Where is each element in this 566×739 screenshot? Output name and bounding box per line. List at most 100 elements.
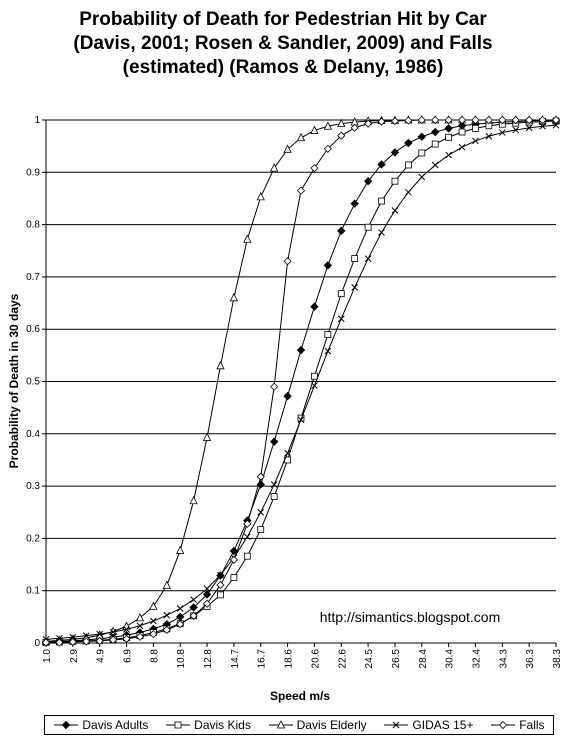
legend-label: Falls [519,718,545,732]
data-point [351,255,359,262]
data-point [431,115,440,125]
data-point [95,636,104,645]
data-point [243,234,252,243]
data-point [538,115,547,125]
data-point [391,207,399,214]
series [41,115,561,645]
data-point [69,633,77,641]
data-point [229,555,238,564]
data-point [202,432,212,441]
data-point [297,414,305,422]
data-point [135,613,145,622]
data-point [337,118,346,128]
axes [42,119,557,647]
legend-swatch [491,720,516,730]
legend-swatch [384,721,409,729]
data-point [498,115,507,125]
data-point [418,149,426,157]
data-point [471,115,480,125]
data-point [364,255,372,262]
series-lines [41,115,561,647]
series [42,121,560,643]
data-point [444,115,453,125]
data-point [229,292,239,302]
series [41,115,561,647]
data-point [404,116,413,125]
data-point [444,124,453,133]
data-point [270,163,279,172]
data-point [323,261,333,270]
legend-item: GIDAS 15+ [383,718,473,732]
x-tick-label: 12.8 [203,649,214,669]
data-point [176,612,185,622]
x-axis-title: Speed m/s [270,689,330,703]
data-point [351,284,359,291]
data-point [243,533,251,541]
legend-label: Davis Elderly [296,718,367,732]
data-point [512,126,520,134]
data-point [417,132,426,141]
data-point [296,345,306,355]
data-point [256,191,265,201]
data-point [311,382,318,390]
data-point [377,160,386,169]
data-point [243,519,252,528]
x-tick-label: 4.9 [96,649,107,663]
data-point [229,546,239,556]
data-point [310,302,319,311]
data-point [174,721,182,729]
data-point [135,632,145,641]
y-axis-title: Probability of Death in 30 days [7,293,21,468]
data-point [256,472,265,481]
data-point [109,628,117,636]
legend-item: Davis Elderly [268,718,367,732]
y-tick-label: 0.3 [26,481,40,492]
y-tick-label: 0.1 [26,586,40,597]
data-point [445,151,452,159]
data-point [418,173,426,181]
x-tick-label: 14.7 [230,649,241,669]
data-point [136,622,144,630]
legend-item: Davis Kids [165,718,251,732]
data-point [41,638,51,647]
data-point [82,632,90,640]
data-point [499,720,508,730]
data-point [458,128,466,136]
y-tick-label: 0.8 [26,220,40,231]
series-line [45,124,557,640]
data-point [217,591,224,599]
data-point [417,115,426,125]
data-point [296,132,306,142]
x-tick-label: 18.6 [284,649,295,669]
x-tick-label: 28.4 [418,649,429,669]
data-point [310,164,319,173]
data-point [163,611,171,619]
x-tick-label: 34.3 [498,649,509,669]
x-tick-label: 6.9 [123,649,134,663]
data-point [82,637,91,646]
legend-item: Falls [490,718,545,732]
legend: Davis Adults Davis Kids Davis Elderly GIDAS… [44,715,554,735]
data-point [525,124,533,132]
legend-label: Davis Kids [194,718,251,732]
data-point [378,229,385,236]
data-point [337,131,346,140]
data-point [149,601,158,610]
data-point [96,630,104,638]
x-tick-label: 36.3 [525,649,536,669]
legend-swatch [54,720,79,730]
data-point [283,391,292,401]
data-point [323,121,332,130]
x-tick-label: 16.7 [257,649,268,669]
data-point [390,116,400,126]
data-point [189,611,198,620]
chart-title: Probability of Death for Pedestrian Hit … [0,8,566,80]
data-point [243,552,251,560]
x-tick-label: 26.5 [391,649,402,669]
y-tick-label: 0.6 [26,324,40,335]
data-point [56,634,63,642]
data-point [203,585,211,592]
data-point [311,372,318,380]
y-tick-label: 0.4 [26,429,40,440]
data-point [525,115,534,125]
